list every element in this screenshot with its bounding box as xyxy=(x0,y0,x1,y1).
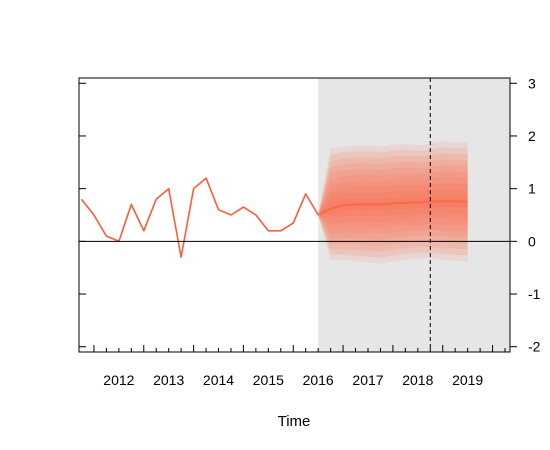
x-tick-label: 2012 xyxy=(103,372,134,388)
shaded-region xyxy=(318,78,510,352)
x-tick-label: 2019 xyxy=(452,372,483,388)
y-axis: -2 -1 0 1 2 3 xyxy=(79,75,541,355)
x-tick-label: 2014 xyxy=(203,372,234,388)
y-tick-label: 3 xyxy=(528,75,536,91)
x-tick-label: 2015 xyxy=(253,372,284,388)
fan-median-line xyxy=(317,200,468,216)
plot-border xyxy=(78,77,511,353)
y-tick-label: -2 xyxy=(528,339,541,355)
historical-series-line xyxy=(80,177,319,259)
y-tick-label: -1 xyxy=(528,286,541,302)
series-line xyxy=(80,177,319,259)
x-tick-label: 2016 xyxy=(303,372,334,388)
y-tick-label: 1 xyxy=(528,181,536,197)
y-tick-label: 2 xyxy=(528,128,536,144)
forecast-shaded-region xyxy=(318,78,510,352)
x-axis-title: Time xyxy=(278,413,311,430)
x-tick-label: 2018 xyxy=(402,372,433,388)
reference-lines xyxy=(79,78,510,352)
forecast-fan xyxy=(317,141,468,264)
y-tick-label: 0 xyxy=(528,233,536,249)
x-tick-label: 2017 xyxy=(352,372,383,388)
x-tick-label: 2013 xyxy=(153,372,184,388)
x-axis: 2012 2013 2014 2015 2016 2017 2018 2019 xyxy=(93,345,506,388)
